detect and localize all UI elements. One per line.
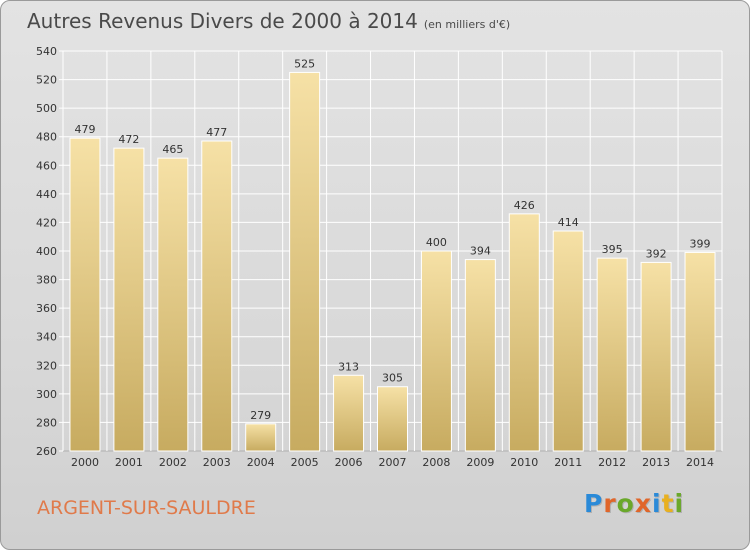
bar <box>464 259 496 452</box>
city-name: ARGENT-SUR-SAULDRE <box>37 497 256 519</box>
data-label: 465 <box>162 143 183 156</box>
data-label: 426 <box>514 199 535 212</box>
bar <box>113 147 145 452</box>
y-tick-label: 260 <box>36 445 57 458</box>
x-tick-label: 2010 <box>510 456 538 469</box>
data-label: 479 <box>74 123 95 136</box>
x-tick-label: 2002 <box>159 456 187 469</box>
bar <box>69 137 101 452</box>
data-label: 477 <box>206 126 227 139</box>
y-tick-label: 520 <box>36 74 57 87</box>
bar <box>684 251 716 452</box>
x-tick-label: 2012 <box>598 456 626 469</box>
title-unit: (en milliers d'€) <box>423 18 511 31</box>
data-label: 472 <box>118 133 139 146</box>
bar <box>420 250 452 452</box>
bar <box>508 213 540 452</box>
x-tick-label: 2014 <box>686 456 714 469</box>
logo-letter: o <box>616 489 635 518</box>
y-tick-label: 480 <box>36 131 57 144</box>
x-tick-label: 2005 <box>291 456 319 469</box>
x-tick-label: 2000 <box>71 456 99 469</box>
y-tick-label: 460 <box>36 159 57 172</box>
y-tick-label: 340 <box>36 331 57 344</box>
data-label: 279 <box>250 409 271 422</box>
x-tick-label: 2008 <box>422 456 450 469</box>
x-tick-label: 2001 <box>115 456 143 469</box>
x-tick-label: 2006 <box>335 456 363 469</box>
title-text: Autres Revenus Divers de 2000 à 2014 <box>27 9 418 33</box>
y-tick-label: 440 <box>36 188 57 201</box>
data-label: 313 <box>338 360 359 373</box>
bar <box>289 71 321 452</box>
x-tick-label: 2009 <box>466 456 494 469</box>
data-label: 392 <box>646 247 667 260</box>
data-label: 395 <box>602 243 623 256</box>
y-tick-label: 300 <box>36 388 57 401</box>
logo-letter: x <box>634 489 652 518</box>
y-tick-label: 420 <box>36 216 57 229</box>
x-tick-label: 2013 <box>642 456 670 469</box>
y-tick-label: 380 <box>36 274 57 287</box>
logo-letter: P <box>584 489 604 518</box>
y-tick-label: 320 <box>36 359 57 372</box>
logo-letter: i <box>652 489 662 518</box>
bar <box>640 261 672 452</box>
bar <box>245 423 277 452</box>
bar <box>377 386 408 452</box>
bar <box>552 230 584 452</box>
y-tick-label: 280 <box>36 416 57 429</box>
data-label: 305 <box>382 372 403 385</box>
data-label: 400 <box>426 236 447 249</box>
bar <box>201 140 233 452</box>
x-tick-label: 2011 <box>554 456 582 469</box>
x-tick-label: 2004 <box>247 456 275 469</box>
bar <box>596 257 628 452</box>
x-tick-label: 2007 <box>379 456 407 469</box>
y-tick-label: 400 <box>36 245 57 258</box>
data-label: 399 <box>690 237 711 250</box>
data-label: 414 <box>558 216 579 229</box>
y-tick-label: 360 <box>36 302 57 315</box>
bar <box>157 157 189 452</box>
proxiti-logo: Proxiti <box>584 489 684 518</box>
x-tick-label: 2003 <box>203 456 231 469</box>
data-label: 525 <box>294 57 315 70</box>
chart-title: Autres Revenus Divers de 2000 à 2014 (en … <box>27 9 510 33</box>
logo-letter: r <box>603 489 617 518</box>
logo-letter: i <box>674 489 685 518</box>
bar <box>333 374 365 452</box>
logo-letter: t <box>661 489 675 518</box>
y-tick-label: 500 <box>36 102 57 115</box>
data-label: 394 <box>470 245 491 258</box>
y-tick-label: 540 <box>36 45 57 58</box>
